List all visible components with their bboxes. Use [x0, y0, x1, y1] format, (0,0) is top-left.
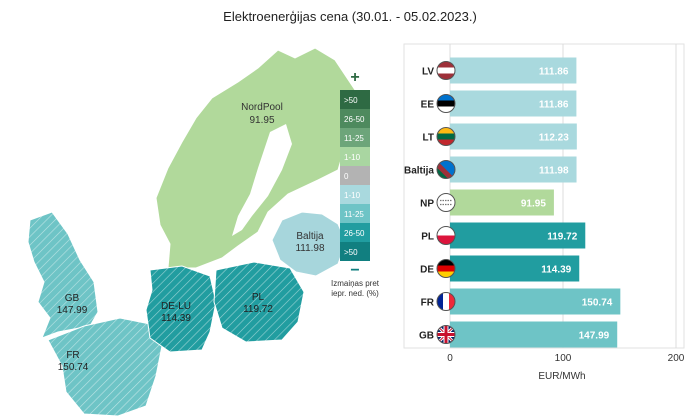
map-label-nordpool-name: NordPool	[241, 102, 283, 113]
bar-value-label: 119.72	[547, 232, 577, 243]
bar	[450, 222, 586, 249]
legend-swatch	[340, 204, 370, 223]
flag-lithuania-icon	[436, 127, 456, 146]
category-label: Baltija	[404, 166, 434, 177]
bar	[450, 255, 580, 282]
flag-icons	[436, 61, 456, 344]
legend-swatch	[340, 223, 370, 242]
legend-caption-line2: iepr. ned. (%)	[331, 289, 379, 298]
map-label-gb-name: GB	[65, 293, 80, 304]
bar-value-label: 111.98	[539, 166, 569, 177]
bar	[450, 288, 621, 315]
bar-value-label: 114.39	[541, 265, 571, 276]
category-label: DE	[420, 265, 434, 276]
legend: >50 26-50 11-25 1-10 0 1-10 11-25 26-50 >50	[340, 90, 370, 261]
bar	[450, 90, 577, 117]
category-label: FR	[421, 298, 435, 309]
bar	[450, 57, 577, 84]
legend-swatch-label: 11-25	[344, 134, 364, 143]
map-label-fr-name: FR	[66, 350, 79, 361]
bar	[450, 189, 554, 216]
nordpool-logo-icon	[436, 193, 456, 212]
flag-poland-icon	[436, 226, 456, 245]
bar	[450, 321, 618, 348]
map-label-de-lu-value: 114.39	[161, 313, 191, 324]
x-tick-label: 0	[447, 353, 453, 364]
bar	[450, 123, 577, 150]
chart-title: Elektroenerģijas cena (30.01. - 05.02.20…	[223, 9, 477, 24]
legend-swatch-label: 0	[344, 172, 349, 181]
map-label-pl-name: PL	[252, 292, 265, 303]
legend-swatch	[340, 109, 370, 128]
bar-value-label: 111.86	[539, 100, 569, 111]
flag-france-icon	[436, 292, 456, 311]
bars: 111.86 111.86 112.23 111.98 91.95 119.72 114.3…	[450, 57, 621, 348]
map-label-nordpool-value: 91.95	[249, 115, 274, 126]
legend-swatch	[340, 128, 370, 147]
map-sea-bothnia	[232, 124, 292, 236]
flag-uk-icon	[436, 325, 456, 344]
bar-value-label: 150.74	[582, 298, 613, 309]
x-tick-label: 200	[668, 353, 685, 364]
map-label-baltija-name: Baltija	[296, 231, 324, 242]
flag-latvia-icon	[436, 61, 456, 80]
legend-caption-line1: Izmaiņas pret	[331, 279, 380, 288]
legend-swatch	[340, 147, 370, 166]
legend-swatch-label: 26-50	[344, 115, 365, 124]
category-label: LV	[422, 67, 434, 78]
bar-value-label: 147.99	[579, 331, 610, 342]
legend-swatch	[340, 90, 370, 109]
x-tick-labels: 0 100 200	[447, 353, 685, 364]
map-label-baltija-value: 111.98	[295, 243, 325, 254]
price-map: NordPool 91.95 Baltija 111.98 GB 147.99 …	[27, 47, 380, 417]
legend-swatch-label: 1-10	[344, 153, 361, 162]
legend-swatch-label: >50	[344, 248, 358, 257]
legend-swatch-label: 1-10	[344, 191, 361, 200]
category-label: GB	[419, 331, 434, 342]
x-axis-label: EUR/MWh	[538, 371, 585, 382]
bar-value-label: 91.95	[521, 199, 546, 210]
legend-swatch	[340, 166, 370, 185]
map-label-fr-value: 150.74	[58, 362, 89, 373]
category-label: NP	[420, 199, 434, 210]
flag-estonia-icon	[436, 94, 456, 113]
legend-swatch	[340, 185, 370, 204]
bar	[450, 156, 577, 183]
category-label: PL	[421, 232, 434, 243]
bar-value-label: 112.23	[539, 133, 569, 144]
x-tick-label: 100	[555, 353, 572, 364]
legend-plus: +	[350, 69, 359, 86]
flag-germany-icon	[436, 259, 456, 278]
legend-swatch-label: >50	[344, 96, 358, 105]
map-label-gb-value: 147.99	[57, 305, 88, 316]
map-region-baltija	[271, 211, 347, 277]
category-label: LT	[423, 133, 434, 144]
price-bar-chart: 111.86 111.86 112.23 111.98 91.95 119.72 114.3…	[403, 43, 685, 382]
plot-frame	[403, 43, 685, 349]
map-region-nordpool	[155, 47, 357, 269]
legend-minus: −	[350, 262, 359, 279]
map-label-de-lu-name: DE-LU	[161, 301, 191, 312]
bar-value-label: 111.86	[539, 67, 569, 78]
category-label: EE	[421, 100, 435, 111]
flag-baltics-icon	[436, 160, 456, 179]
map-label-pl-value: 119.72	[243, 304, 273, 315]
legend-swatch-label: 26-50	[344, 229, 365, 238]
legend-swatch	[340, 242, 370, 261]
category-labels: LV EE LT Baltija NP PL DE FR GB	[404, 67, 435, 342]
legend-swatch-label: 11-25	[344, 210, 364, 219]
